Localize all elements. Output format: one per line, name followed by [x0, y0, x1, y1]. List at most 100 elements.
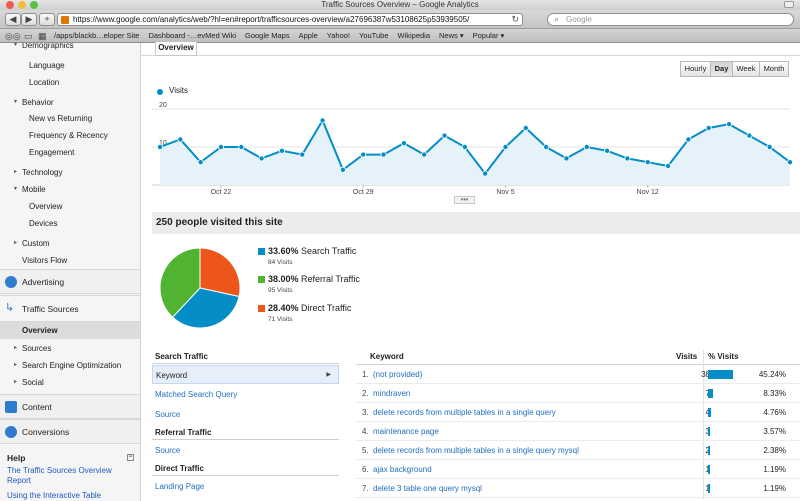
- zoom-window-button[interactable]: [30, 1, 38, 9]
- sidebar-item-devices[interactable]: Devices: [0, 215, 140, 232]
- keyword-link[interactable]: maintenance page: [373, 427, 439, 436]
- left-navigation: ▾ Demographics Language Location ▾ Behavior Ne…: [0, 43, 141, 501]
- visits-share-bar: [708, 446, 710, 455]
- reading-list-icon[interactable]: ◎◎: [5, 31, 21, 41]
- visits-share-bar: [708, 408, 711, 417]
- column-header-keyword[interactable]: Keyword: [370, 352, 404, 361]
- sidebar-section-traffic-sources[interactable]: ↳ Traffic Sources: [0, 295, 140, 322]
- bookmark-item[interactable]: YouTube: [359, 31, 389, 40]
- bookmark-item[interactable]: Apple: [298, 31, 318, 40]
- sidebar-item-custom[interactable]: ▸ Custom: [0, 235, 140, 252]
- minimize-help-button[interactable]: −: [127, 454, 134, 461]
- help-link[interactable]: Using the Interactive Table: [7, 491, 102, 500]
- sidebar-section-advertising[interactable]: Advertising: [0, 269, 140, 294]
- sidebar-item-overview[interactable]: Overview: [0, 322, 140, 339]
- sidebar-item-frequency-recency[interactable]: Frequency & Recency: [0, 127, 140, 144]
- chevron-right-icon: ▶: [326, 372, 331, 378]
- expanded-arrow-icon: ▾: [14, 43, 18, 48]
- sidebar-item-social[interactable]: ▸ Social: [0, 374, 140, 391]
- bookmarks-book-icon[interactable]: ▭: [24, 31, 33, 41]
- sidebar-item-sources[interactable]: ▸ Sources: [0, 340, 140, 357]
- toolbar-toggle-button[interactable]: [784, 1, 794, 8]
- bookmark-item[interactable]: Popular ▾: [472, 31, 505, 40]
- keyword-link[interactable]: mindraven: [373, 389, 411, 398]
- visits-percent: 2.38%: [763, 446, 786, 455]
- bookmark-item[interactable]: /apps/blackb…eloper Site: [54, 31, 140, 40]
- subnav-item-landing-page[interactable]: Landing Page: [155, 482, 205, 491]
- pie-slice-search-traffic[interactable]: [171, 287, 240, 329]
- subnav-item-keyword[interactable]: Keyword ▶: [152, 365, 339, 384]
- tab-overview[interactable]: Overview: [155, 42, 197, 56]
- subnav-item-matched-search-query[interactable]: Matched Search Query: [155, 390, 238, 399]
- back-button[interactable]: ◀: [5, 13, 21, 26]
- pie-slice-referral-traffic[interactable]: [159, 247, 201, 318]
- visits-data-point: [400, 140, 407, 147]
- section-label: Conversions: [22, 427, 70, 437]
- collapsed-arrow-icon: ▸: [14, 379, 18, 385]
- legend-label: Referral Traffic: [301, 274, 360, 284]
- subnav-item-source[interactable]: Source: [155, 410, 181, 419]
- main-content: Overview Hourly Day Week Month Visits 10 20 O…: [141, 42, 800, 501]
- keyword-link[interactable]: delete records from multiple tables in a…: [373, 446, 579, 455]
- forward-button[interactable]: ▶: [21, 13, 37, 26]
- chart-collapse-handle[interactable]: ▾▾▾: [454, 196, 475, 204]
- sidebar-item-label: Location: [29, 78, 60, 87]
- visits-value: 7: [706, 384, 710, 403]
- conversions-icon: [5, 426, 17, 438]
- minimize-window-button[interactable]: [18, 1, 26, 9]
- legend-swatch: [258, 248, 265, 255]
- column-header-pct-visits[interactable]: % Visits: [708, 352, 739, 361]
- bookmark-item[interactable]: News ▾: [439, 31, 464, 40]
- sidebar-section-conversions[interactable]: Conversions: [0, 419, 140, 444]
- bookmark-item[interactable]: Dashboard -…evMed Wiki: [148, 31, 236, 40]
- sidebar-section-content[interactable]: Content: [0, 394, 140, 419]
- period-button-hourly[interactable]: Hourly: [680, 61, 711, 77]
- visits-data-point: [522, 124, 529, 131]
- sidebar-item-demographics[interactable]: ▾ Demographics: [0, 43, 140, 54]
- search-input[interactable]: ⌕ Google: [547, 13, 794, 26]
- sidebar-item-language[interactable]: Language: [0, 57, 140, 74]
- sidebar-item-new-vs-returning[interactable]: New vs Returning: [0, 110, 140, 127]
- period-button-month[interactable]: Month: [759, 61, 789, 77]
- sidebar-item-behavior[interactable]: ▾ Behavior: [0, 94, 140, 111]
- new-tab-button[interactable]: +: [39, 13, 55, 26]
- sidebar-item-visitors-flow[interactable]: Visitors Flow: [0, 252, 140, 269]
- reload-icon[interactable]: ↻: [511, 14, 519, 24]
- legend-main-text: 33.60% Search Traffic: [268, 246, 356, 256]
- keyword-link[interactable]: (not provided): [373, 370, 423, 379]
- visits-value: 3: [706, 422, 710, 441]
- close-window-button[interactable]: [6, 1, 14, 9]
- sidebar-item-label: Mobile: [22, 185, 46, 194]
- collapsed-arrow-icon: ▸: [14, 362, 18, 368]
- sidebar-item-mobile[interactable]: ▾ Mobile: [0, 181, 140, 198]
- visits-data-point: [644, 159, 651, 166]
- sidebar-item-location[interactable]: Location: [0, 74, 140, 91]
- bookmark-item[interactable]: Google Maps: [245, 31, 290, 40]
- top-sites-icon[interactable]: ▦: [38, 31, 47, 41]
- row-number: 4.: [362, 427, 369, 436]
- help-link[interactable]: The Traffic Sources Overview Report: [7, 466, 112, 485]
- pie-slice-direct-traffic[interactable]: [199, 247, 241, 298]
- column-header-visits[interactable]: Visits: [676, 352, 698, 361]
- sidebar-item-engagement[interactable]: Engagement: [0, 144, 140, 161]
- subnav-item-referral-source[interactable]: Source: [155, 446, 181, 455]
- period-button-week[interactable]: Week: [732, 61, 760, 77]
- sidebar-item-overview[interactable]: Overview: [0, 198, 140, 215]
- keyword-link[interactable]: delete 3 table one query mysql: [373, 484, 482, 493]
- collapsed-arrow-icon: ▸: [14, 240, 18, 246]
- address-bar[interactable]: https://www.google.com/analytics/web/?hl…: [57, 13, 523, 26]
- visits-value: 1: [706, 479, 710, 498]
- sidebar-item-technology[interactable]: ▸ Technology: [0, 164, 140, 181]
- period-button-day[interactable]: Day: [710, 61, 733, 77]
- keyword-link[interactable]: delete records from multiple tables in a…: [373, 408, 556, 417]
- sidebar-item-search-engine-optimization[interactable]: ▸ Search Engine Optimization: [0, 357, 140, 374]
- sidebar-item-label: Engagement: [29, 148, 75, 157]
- visits-data-point: [380, 151, 387, 158]
- visits-share-bar: [708, 370, 733, 379]
- section-label: Advertising: [22, 277, 65, 287]
- sidebar-item-label: Visitors Flow: [22, 256, 68, 265]
- bookmark-item[interactable]: Wikipedia: [397, 31, 431, 40]
- visits-data-point: [360, 151, 367, 158]
- bookmark-item[interactable]: Yahoo!: [326, 31, 351, 40]
- keyword-link[interactable]: ajax background: [373, 465, 432, 474]
